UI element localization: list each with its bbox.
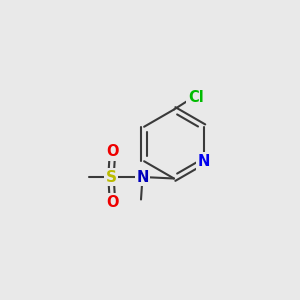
Text: S: S bbox=[106, 169, 116, 184]
Text: N: N bbox=[198, 154, 210, 169]
Text: N: N bbox=[136, 169, 149, 184]
Text: Cl: Cl bbox=[188, 90, 204, 105]
Text: O: O bbox=[106, 144, 119, 159]
Text: O: O bbox=[106, 195, 119, 210]
